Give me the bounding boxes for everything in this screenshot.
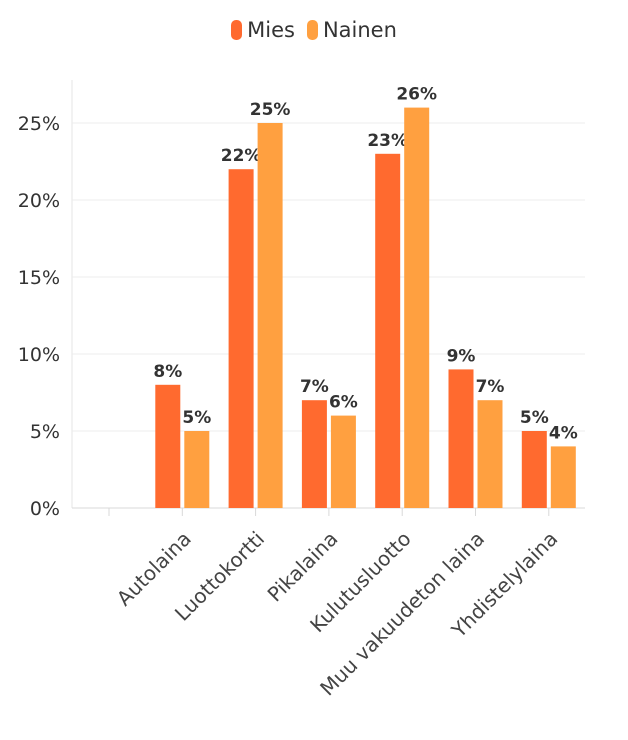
y-tick-label: 15% xyxy=(18,267,60,289)
bar-nainen xyxy=(184,431,210,508)
bar-nainen xyxy=(330,415,356,508)
data-label: 9% xyxy=(447,346,476,366)
data-label: 26% xyxy=(396,85,437,105)
data-label: 7% xyxy=(476,377,505,397)
legend-swatch-nainen xyxy=(306,20,318,40)
data-label: 7% xyxy=(300,377,329,397)
bar-nainen xyxy=(550,446,576,508)
legend-item-mies[interactable]: Mies xyxy=(231,18,295,42)
bar-mies xyxy=(448,369,474,508)
legend-label-nainen: Nainen xyxy=(322,18,397,42)
data-label: 22% xyxy=(221,146,262,166)
legend-item-nainen[interactable]: Nainen xyxy=(306,18,397,42)
bar-mies xyxy=(521,431,547,508)
data-label: 6% xyxy=(329,393,358,413)
legend-swatch-mies xyxy=(231,20,243,40)
data-label: 5% xyxy=(182,408,211,428)
y-tick-label: 0% xyxy=(30,498,60,520)
data-label: 25% xyxy=(250,100,291,120)
data-label: 23% xyxy=(367,131,408,151)
bar-nainen xyxy=(404,107,430,508)
y-tick-label: 10% xyxy=(18,344,60,366)
bar-nainen xyxy=(477,400,503,508)
y-tick-label: 5% xyxy=(30,421,60,443)
bar-nainen xyxy=(257,123,283,508)
bar-mies xyxy=(375,153,401,509)
chart-legend: Mies Nainen xyxy=(0,18,628,42)
data-label: 8% xyxy=(153,362,182,382)
y-tick-label: 20% xyxy=(18,190,60,212)
legend-label-mies: Mies xyxy=(247,18,295,42)
data-label: 4% xyxy=(549,423,578,443)
data-label: 5% xyxy=(520,408,549,428)
bar-mies xyxy=(228,169,254,508)
y-tick-label: 25% xyxy=(18,113,60,135)
bar-mies xyxy=(155,384,181,508)
bar-mies xyxy=(301,400,327,508)
